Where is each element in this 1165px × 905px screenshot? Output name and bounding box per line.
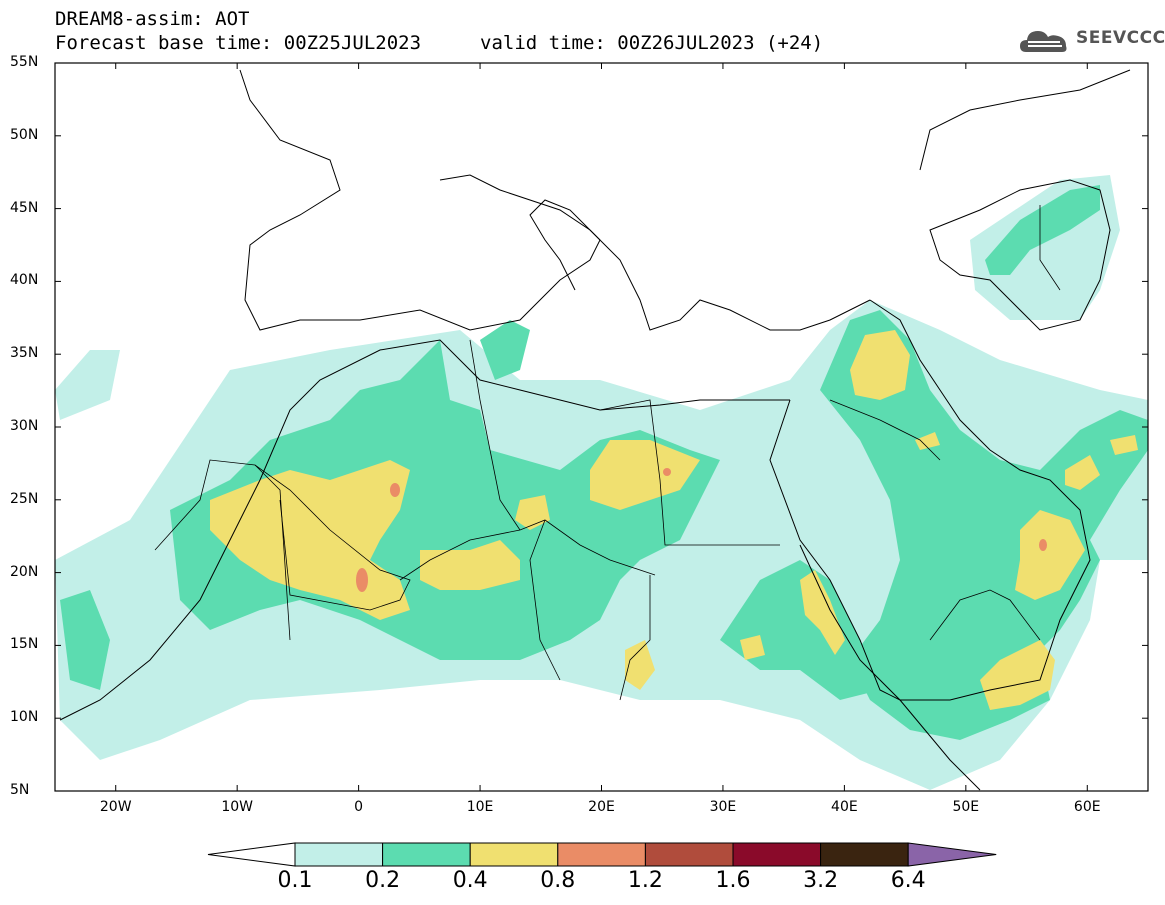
longitude-label: 40E bbox=[831, 799, 858, 815]
colorbar-swatch bbox=[557, 842, 646, 867]
longitude-label: 50E bbox=[952, 799, 980, 815]
cloud-icon bbox=[1020, 31, 1067, 52]
colorbar-over-arrow bbox=[907, 842, 997, 867]
latitude-label: 5N bbox=[10, 782, 30, 798]
latitude-label: 45N bbox=[10, 199, 39, 216]
aot-contour-peak bbox=[356, 468, 1047, 592]
latitude-label: 55N bbox=[10, 54, 39, 70]
logo-text: SEEVCCC bbox=[1076, 28, 1165, 48]
latitude-label: 20N bbox=[10, 563, 39, 580]
colorbar-label: 6.4 bbox=[890, 868, 926, 893]
latitude-label: 35N bbox=[10, 345, 39, 362]
colorbar-swatch bbox=[820, 842, 909, 867]
axis-ticks bbox=[55, 62, 1148, 792]
latitude-label: 40N bbox=[10, 272, 39, 289]
colorbar-under-arrow bbox=[207, 842, 296, 867]
colorbar-label: 3.2 bbox=[803, 868, 839, 893]
latitude-label: 30N bbox=[10, 418, 39, 434]
map-title: DREAM8-assim: AOT bbox=[55, 8, 250, 30]
latitude-label: 10N bbox=[10, 709, 39, 726]
colorbar-label: 0.4 bbox=[452, 868, 488, 893]
longitude-label: 10W bbox=[221, 799, 253, 815]
colorbar-swatch bbox=[644, 842, 734, 867]
colorbar-label: 0.8 bbox=[540, 868, 576, 893]
colorbar-swatch bbox=[732, 842, 822, 867]
country-borders bbox=[154, 205, 1061, 701]
longitude-label: 0 bbox=[354, 799, 364, 815]
longitude-label: 20E bbox=[588, 799, 615, 815]
colorbar-swatch bbox=[469, 842, 559, 867]
latitude-label: 25N bbox=[10, 490, 39, 507]
coastlines bbox=[59, 69, 1131, 791]
colorbar-swatch bbox=[294, 842, 384, 867]
colorbar-label: 1.6 bbox=[715, 868, 751, 893]
longitude-label: 30E bbox=[709, 799, 737, 815]
colorbar-label: 0.2 bbox=[365, 868, 401, 893]
colorbar-swatch bbox=[382, 842, 471, 867]
forecast-base-time: Forecast base time: 00Z25JUL2023 bbox=[55, 32, 422, 54]
valid-time: valid time: 00Z26JUL2023 (+24) bbox=[480, 32, 824, 54]
colorbar-label: 0.1 bbox=[277, 868, 313, 893]
latitude-label: 15N bbox=[10, 636, 39, 653]
longitude-label: 20W bbox=[99, 799, 132, 815]
longitude-label: 10E bbox=[466, 799, 494, 815]
colorbar-label: 1.2 bbox=[627, 868, 663, 893]
longitude-label: 60E bbox=[1073, 799, 1101, 815]
aot-contour-high bbox=[210, 330, 1138, 710]
latitude-label: 50N bbox=[10, 126, 39, 143]
